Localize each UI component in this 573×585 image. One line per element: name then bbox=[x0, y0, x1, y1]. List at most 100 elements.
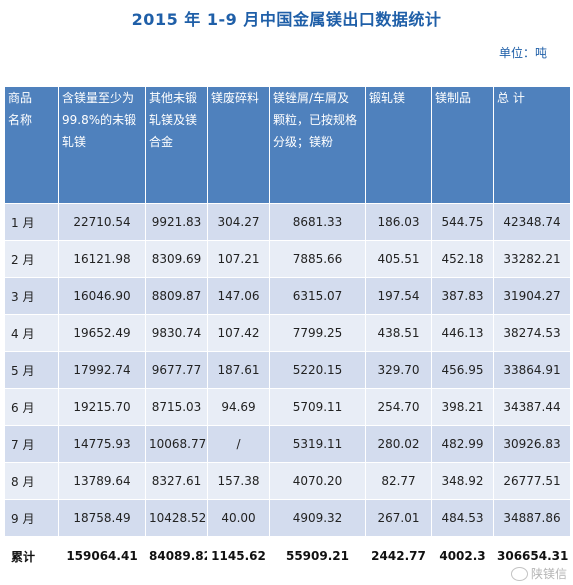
total-row: 累计 159064.41 84089.82 1145.62 55909.21 2442.7… bbox=[4, 536, 571, 576]
value-cell: 5220.15 bbox=[269, 351, 366, 389]
value-cell: 16121.98 bbox=[58, 240, 146, 278]
value-cell: 5709.11 bbox=[269, 388, 366, 426]
value-cell: 482.99 bbox=[431, 425, 494, 463]
column-header: 镁锉屑/车屑及 颗粒，已按规格 分级；镁粉 bbox=[269, 86, 366, 204]
header-row: 商品 名称 含镁量至少为 99.8%的未锻 轧镁 其他未锻 轧镁及镁 合金 镁废碎料 镁锉屑/车屑… bbox=[4, 86, 571, 204]
column-header-line: 含镁量至少为 bbox=[62, 91, 135, 105]
month-cell: 8 月 bbox=[4, 462, 59, 500]
total-value-cell: 1145.62 bbox=[207, 536, 270, 576]
value-cell: 329.70 bbox=[365, 351, 432, 389]
value-cell: / bbox=[207, 425, 270, 463]
column-header-line: 镁锉屑/车屑及 bbox=[273, 91, 350, 105]
value-cell: 40.00 bbox=[207, 499, 270, 537]
column-header-line: 99.8%的未锻 bbox=[62, 113, 137, 127]
value-cell: 17992.74 bbox=[58, 351, 146, 389]
column-header-line: 锻轧镁 bbox=[369, 91, 406, 105]
column-header-line: 其他未锻 bbox=[149, 91, 198, 105]
value-cell: 197.54 bbox=[365, 277, 432, 315]
value-cell: 157.38 bbox=[207, 462, 270, 500]
value-cell: 8327.61 bbox=[145, 462, 208, 500]
month-cell: 5 月 bbox=[4, 351, 59, 389]
page-title: 2015 年 1-9 月中国金属镁出口数据统计 bbox=[131, 10, 442, 29]
table-row: 4 月 19652.49 9830.74 107.42 7799.25 438.51 446… bbox=[4, 314, 571, 352]
column-header: 总 计 bbox=[493, 86, 571, 204]
value-cell: 26777.51 bbox=[493, 462, 571, 500]
total-value-cell: 55909.21 bbox=[269, 536, 366, 576]
value-cell: 8715.03 bbox=[145, 388, 208, 426]
value-cell: 456.95 bbox=[431, 351, 494, 389]
value-cell: 398.21 bbox=[431, 388, 494, 426]
month-cell: 7 月 bbox=[4, 425, 59, 463]
month-cell: 9 月 bbox=[4, 499, 59, 537]
value-cell: 9830.74 bbox=[145, 314, 208, 352]
unit-label: 单位：吨 bbox=[498, 46, 547, 60]
value-cell: 7799.25 bbox=[269, 314, 366, 352]
total-label: 累计 bbox=[4, 536, 59, 576]
value-cell: 19215.70 bbox=[58, 388, 146, 426]
value-cell: 452.18 bbox=[431, 240, 494, 278]
total-value-cell: 306654.31 bbox=[493, 536, 571, 576]
wechat-icon bbox=[510, 566, 528, 581]
value-cell: 10428.52 bbox=[145, 499, 208, 537]
value-cell: 42348.74 bbox=[493, 203, 571, 241]
total-value-cell: 4002.3 bbox=[431, 536, 494, 576]
column-header: 其他未锻 轧镁及镁 合金 bbox=[145, 86, 208, 204]
value-cell: 147.06 bbox=[207, 277, 270, 315]
value-cell: 10068.77 bbox=[145, 425, 208, 463]
value-cell: 304.27 bbox=[207, 203, 270, 241]
table-row: 1 月 22710.54 9921.83 304.27 8681.33 186.03 544… bbox=[4, 203, 571, 241]
column-header-line: 总 计 bbox=[497, 91, 525, 105]
value-cell: 186.03 bbox=[365, 203, 432, 241]
value-cell: 31904.27 bbox=[493, 277, 571, 315]
value-cell: 18758.49 bbox=[58, 499, 146, 537]
month-cell: 4 月 bbox=[4, 314, 59, 352]
value-cell: 254.70 bbox=[365, 388, 432, 426]
table-row: 9 月 18758.49 10428.52 40.00 4909.32 267.01 484… bbox=[4, 499, 571, 537]
value-cell: 8809.87 bbox=[145, 277, 208, 315]
value-cell: 38274.53 bbox=[493, 314, 571, 352]
value-cell: 4070.20 bbox=[269, 462, 366, 500]
table-row: 8 月 13789.64 8327.61 157.38 4070.20 82.77 348.… bbox=[4, 462, 571, 500]
month-cell: 2 月 bbox=[4, 240, 59, 278]
column-header: 镁制品 bbox=[431, 86, 494, 204]
value-cell: 484.53 bbox=[431, 499, 494, 537]
month-cell: 3 月 bbox=[4, 277, 59, 315]
value-cell: 30926.83 bbox=[493, 425, 571, 463]
value-cell: 4909.32 bbox=[269, 499, 366, 537]
column-header-line: 名称 bbox=[8, 113, 33, 127]
total-value-cell: 2442.77 bbox=[365, 536, 432, 576]
value-cell: 7885.66 bbox=[269, 240, 366, 278]
value-cell: 348.92 bbox=[431, 462, 494, 500]
watermark: 陕镁信 bbox=[510, 565, 567, 582]
value-cell: 8681.33 bbox=[269, 203, 366, 241]
value-cell: 33282.21 bbox=[493, 240, 571, 278]
value-cell: 94.69 bbox=[207, 388, 270, 426]
column-header-line: 镁制品 bbox=[435, 91, 472, 105]
column-header-line: 轧镁 bbox=[62, 135, 87, 149]
column-header: 商品 名称 bbox=[4, 86, 59, 204]
value-cell: 9677.77 bbox=[145, 351, 208, 389]
value-cell: 280.02 bbox=[365, 425, 432, 463]
value-cell: 446.13 bbox=[431, 314, 494, 352]
table-row: 5 月 17992.74 9677.77 187.61 5220.15 329.70 456… bbox=[4, 351, 571, 389]
value-cell: 34387.44 bbox=[493, 388, 571, 426]
value-cell: 438.51 bbox=[365, 314, 432, 352]
column-header: 锻轧镁 bbox=[365, 86, 432, 204]
value-cell: 107.42 bbox=[207, 314, 270, 352]
month-cell: 6 月 bbox=[4, 388, 59, 426]
table-row: 7 月 14775.93 10068.77/5319.11 280.02 482.99 3… bbox=[4, 425, 571, 463]
value-cell: 8309.69 bbox=[145, 240, 208, 278]
value-cell: 6315.07 bbox=[269, 277, 366, 315]
value-cell: 14775.93 bbox=[58, 425, 146, 463]
value-cell: 107.21 bbox=[207, 240, 270, 278]
column-header-line: 颗粒，已按规格 bbox=[273, 113, 358, 127]
value-cell: 34887.86 bbox=[493, 499, 571, 537]
value-cell: 16046.90 bbox=[58, 277, 146, 315]
value-cell: 405.51 bbox=[365, 240, 432, 278]
export-data-table: 商品 名称 含镁量至少为 99.8%的未锻 轧镁 其他未锻 轧镁及镁 合金 镁废碎料 镁锉屑/车屑… bbox=[4, 86, 571, 576]
table-body: 1 月 22710.54 9921.83 304.27 8681.33 186.03 544… bbox=[4, 203, 571, 576]
value-cell: 387.83 bbox=[431, 277, 494, 315]
table-row: 6 月 19215.70 8715.03 94.69 5709.11 254.70 398.… bbox=[4, 388, 571, 426]
table-row: 2 月 16121.98 8309.69 107.21 7885.66 405.51 452… bbox=[4, 240, 571, 278]
